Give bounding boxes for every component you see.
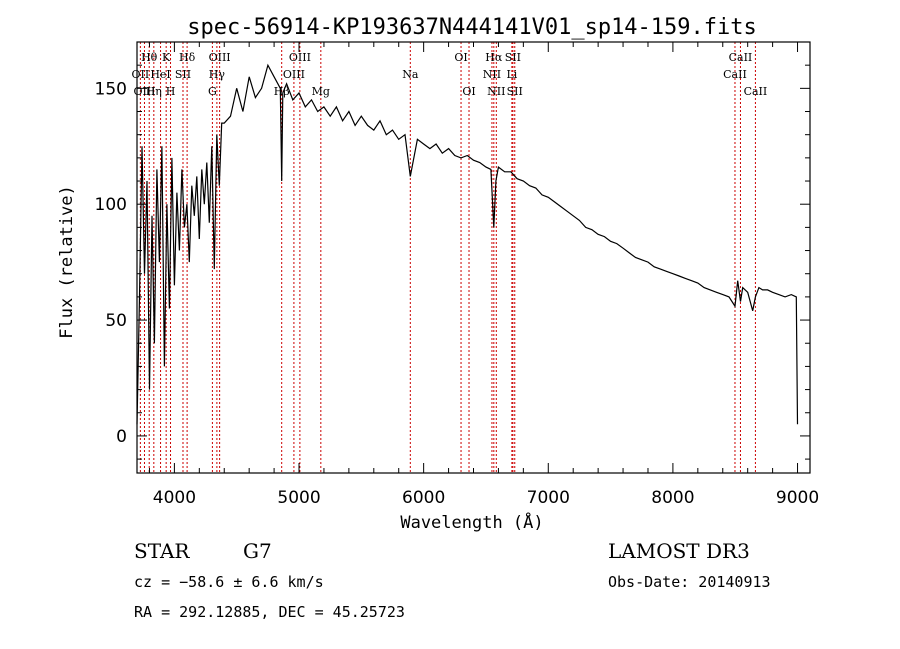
survey-name: LAMOST DR3 [608,539,750,563]
line-label-8: H [166,85,176,98]
line-label-10: Hγ [209,68,226,81]
line-label-21: NII [483,68,501,81]
y-tick-label-2: 100 [95,195,127,215]
line-label-20: SII [505,51,521,64]
y-tick-label-3: 150 [95,79,127,99]
line-label-9: OIII [209,51,231,64]
x-axis-ticks: 4000 5000 6000 7000 8000 9000 [148,42,819,508]
x-axis-label: Wavelength (Å) [400,511,543,533]
line-label-17: OI [454,51,467,64]
x-tick-label-3: 7000 [527,488,570,508]
line-label-7: Hη [146,85,162,98]
line-label-12: OIII [289,51,311,64]
y-axis-label: Flux (relative) [57,185,77,339]
observation-date: Obs-Date: 20140913 [608,573,771,591]
line-label-3: K [162,51,171,64]
coordinates-readout: RA = 292.12885, DEC = 45.25723 [134,603,405,621]
line-label-24: SII [507,85,523,98]
line-label-5: HeI [150,68,170,81]
x-tick-label-1: 5000 [277,488,320,508]
y-axis-ticks: 0 50 100 150 [95,64,810,460]
line-label-18: OI [462,85,475,98]
line-label-19: Hα [485,51,503,64]
line-label-11: G [208,85,217,98]
x-tick-label-5: 9000 [776,488,819,508]
line-label-16: Na [402,68,419,81]
spectrum-line [136,63,799,425]
x-tick-label-2: 6000 [402,488,445,508]
chart-title: spec-56914-KP193637N444141V01_sp14-159.f… [187,15,757,40]
line-label-6: SII [175,68,191,81]
line-label-4: Hδ [179,51,196,64]
object-subclass: G7 [243,539,272,563]
line-label-14: Hβ [274,85,290,98]
line-label-25: CaII [729,51,753,64]
x-tick-label-4: 8000 [651,488,694,508]
line-label-0: Hθ [141,51,158,64]
redshift-readout: cz = −58.6 ± 6.6 km/s [134,573,324,591]
line-label-22: Li [506,68,517,81]
plot-frame [136,41,811,474]
line-label-13: OIII [283,68,305,81]
line-label-23: NII [487,85,505,98]
x-tick-label-0: 4000 [153,488,196,508]
line-label-15: Mg [312,85,330,98]
line-label-1: OII [132,68,150,81]
object-class: STAR [134,539,190,563]
y-tick-label-1: 50 [105,311,127,331]
y-tick-label-0: 0 [116,427,127,447]
line-label-26: CaII [723,68,747,81]
line-label-27: CaII [744,85,768,98]
